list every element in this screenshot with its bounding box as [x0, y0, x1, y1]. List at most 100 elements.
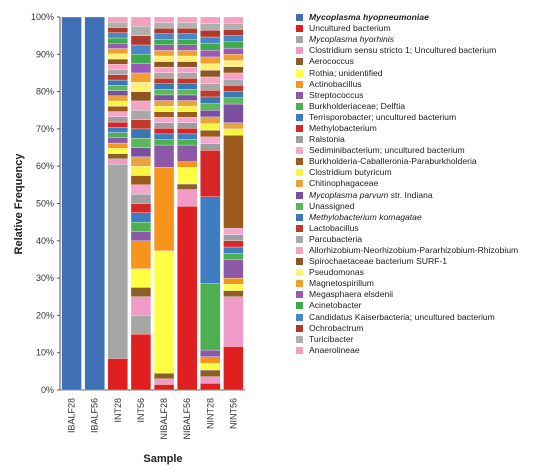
bar-segment: [200, 63, 221, 71]
legend-swatch: [296, 36, 303, 44]
legend-label: Acinetobacter: [309, 300, 362, 311]
bar-segment: [177, 33, 198, 40]
bar-segment: [177, 139, 198, 146]
bar-segment: [223, 246, 244, 254]
legend-item: Turicibacter: [296, 334, 548, 345]
legend-label: Ralstonia: [309, 134, 345, 145]
bar-segment: [223, 79, 244, 86]
bar-segment: [153, 33, 175, 40]
bar-segment: [200, 283, 221, 351]
legend-swatch: [296, 202, 303, 210]
bar-segment: [223, 97, 244, 105]
bar-segment: [130, 296, 152, 316]
bar-segment: [177, 167, 198, 185]
bar-segment: [177, 206, 198, 391]
y-tick-labels: 0% 10% 20% 30% 40% 50% 60% 70% 80% 90% 100%: [31, 12, 60, 395]
legend-swatch: [296, 335, 303, 343]
bar-segment: [130, 287, 152, 297]
bar-segment: [107, 58, 128, 65]
bar-segment: [223, 23, 244, 30]
legend-swatch: [296, 124, 303, 132]
bar-segment: [153, 16, 175, 23]
bar-segment: [130, 128, 152, 139]
bar-segment: [223, 346, 244, 391]
bar-segment: [153, 89, 175, 96]
legend-swatch: [296, 147, 303, 155]
bar-segment: [200, 363, 221, 371]
bar-segment: [223, 234, 244, 241]
chart-legend: Mycoplasma hyopneumoniae Uncultured bacte…: [296, 12, 548, 356]
legend-item: Chitinophagaceae: [296, 178, 548, 189]
bar-segment: [107, 127, 128, 133]
bar-segment: [130, 147, 152, 158]
legend-label: Pseudomonas: [309, 267, 364, 278]
bar-segment: [153, 72, 175, 79]
bar-segment: [130, 35, 152, 46]
legend-item: Megasphaera elsdenii: [296, 289, 548, 300]
bar-segment: [200, 43, 221, 51]
bar-segment: [177, 44, 198, 51]
bar-segment: [177, 78, 198, 84]
y-tick-label: 20%: [36, 310, 54, 320]
bar-segment: [200, 83, 221, 91]
bar-segment: [153, 94, 175, 101]
x-tick-label: NIBALF28: [159, 398, 169, 440]
legend-swatch: [296, 91, 303, 99]
legend-item: Mycoplasma hyopneumoniae: [296, 12, 548, 23]
legend-label: Turicibacter: [309, 333, 354, 344]
bar-segment: [153, 373, 175, 380]
bar-segment: [153, 111, 175, 118]
bar-segment: [177, 111, 198, 118]
bar-segment: [200, 56, 221, 64]
legend-label: Unassigned: [309, 200, 355, 211]
bar-segment: [130, 110, 152, 120]
bar-segment: [200, 110, 221, 118]
bar-segment: [223, 284, 244, 291]
bar-segment: [107, 158, 128, 165]
bar-segment: [107, 100, 128, 107]
bar-segment: [177, 117, 198, 123]
bar-segment: [153, 250, 175, 374]
bar-segment: [130, 72, 152, 83]
bar-segment: [200, 50, 221, 58]
legend-item: Clostridium butyricum: [296, 167, 548, 178]
bar-segment: [223, 60, 244, 67]
bar-segment: [200, 369, 221, 377]
legend-label: Chitinophagaceae: [309, 178, 379, 189]
legend-item: Magnetospirillum: [296, 278, 548, 289]
bar-segment: [107, 43, 128, 49]
bar-segment: [130, 138, 152, 148]
legend-label: Candidatus Kaiserbacteria; uncultured ba…: [309, 311, 495, 322]
legend-swatch: [296, 69, 303, 77]
bar-segment: [61, 16, 82, 391]
bar-segment: [177, 161, 198, 168]
bar-segment: [200, 383, 221, 391]
y-tick-label: 50%: [36, 199, 54, 209]
bar-segment: [130, 156, 152, 167]
bar-segment: [200, 130, 221, 138]
legend-swatch: [296, 235, 303, 243]
y-tick-label: 40%: [36, 236, 54, 246]
legend-swatch: [296, 158, 303, 166]
bar-segment: [177, 133, 198, 140]
bar-segment: [130, 268, 152, 288]
legend-label: Magnetospirillum: [309, 278, 374, 289]
legend-item: Unassigned: [296, 201, 548, 212]
bar-segment: [177, 105, 198, 112]
bar-segment: [153, 384, 175, 391]
legend-item: Mycoplasma parvum str. Indiana: [296, 190, 548, 201]
bar-segment: [223, 240, 244, 248]
x-tick-label: IBALF56: [90, 398, 100, 433]
legend-label: Rothia; unidentified: [309, 67, 383, 78]
bar-segment: [223, 66, 244, 74]
bar-segment: [130, 82, 152, 92]
bar-segment: [130, 175, 152, 185]
bar-segment: [130, 184, 152, 195]
bar-segment: [107, 69, 128, 75]
y-axis-title: Relative Frequency: [13, 153, 25, 255]
bar-stacks: [61, 16, 244, 391]
legend-label: Anaerolineae: [309, 344, 360, 355]
bar-segment: [107, 95, 128, 102]
bar-segment: [200, 376, 221, 384]
legend-swatch: [296, 324, 303, 332]
